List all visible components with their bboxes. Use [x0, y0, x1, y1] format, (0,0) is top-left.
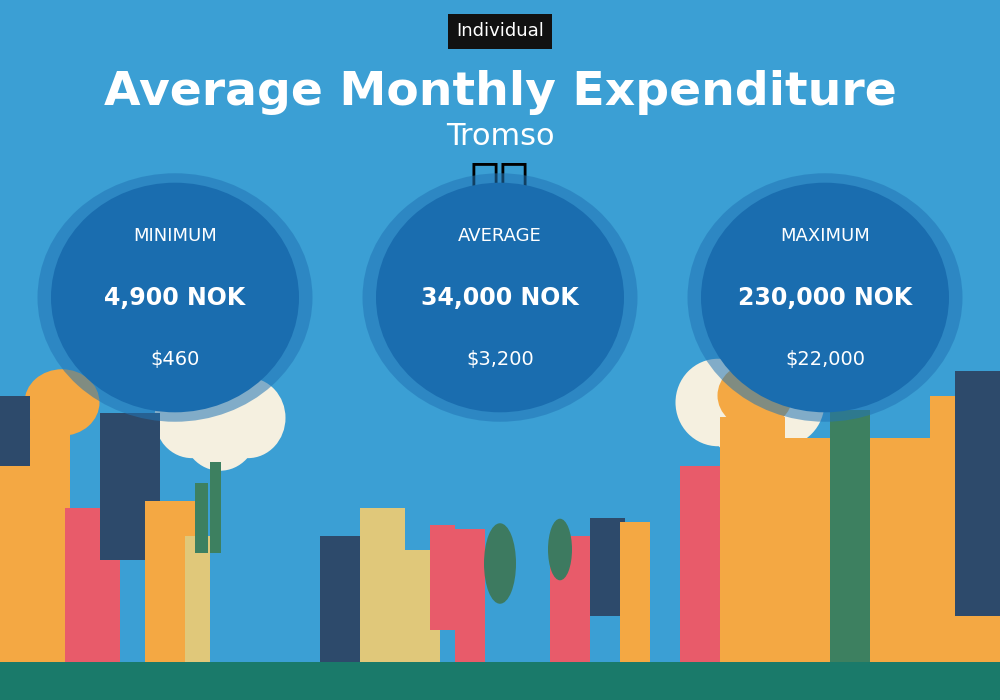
Text: 34,000 NOK: 34,000 NOK [421, 286, 579, 309]
Bar [0, 466, 70, 662]
Text: MAXIMUM: MAXIMUM [780, 227, 870, 245]
Text: 230,000 NOK: 230,000 NOK [738, 286, 912, 309]
Ellipse shape [38, 174, 312, 421]
Bar [680, 466, 720, 662]
Bar [0, 662, 1000, 700]
Bar [455, 528, 485, 662]
Bar [0, 395, 30, 662]
Ellipse shape [362, 174, 638, 421]
Ellipse shape [740, 358, 824, 447]
Ellipse shape [688, 174, 962, 421]
Text: Average Monthly Expenditure: Average Monthly Expenditure [104, 70, 896, 115]
Bar [870, 438, 930, 662]
Ellipse shape [718, 363, 792, 428]
Ellipse shape [154, 378, 230, 458]
Bar [100, 413, 160, 560]
Text: 🇳🇴: 🇳🇴 [470, 160, 530, 207]
Text: Individual: Individual [456, 22, 544, 41]
Bar [320, 536, 360, 662]
Text: 4,900 NOK: 4,900 NOK [104, 286, 246, 309]
Ellipse shape [182, 391, 258, 470]
Text: $460: $460 [150, 349, 200, 369]
Ellipse shape [548, 519, 572, 580]
Bar [720, 416, 785, 662]
Bar [955, 371, 1000, 616]
Text: Tromso: Tromso [446, 122, 554, 151]
Bar [620, 522, 650, 662]
Bar [185, 536, 210, 662]
Bar [30, 420, 70, 609]
Bar [930, 395, 1000, 662]
Bar [360, 508, 405, 662]
Bar [830, 410, 870, 662]
Ellipse shape [210, 378, 286, 458]
Ellipse shape [24, 370, 100, 435]
Bar [775, 438, 835, 662]
Ellipse shape [708, 372, 792, 461]
Ellipse shape [701, 183, 949, 412]
Ellipse shape [51, 183, 299, 412]
Ellipse shape [182, 368, 258, 448]
Text: MINIMUM: MINIMUM [133, 227, 217, 245]
Bar [65, 508, 120, 662]
Ellipse shape [708, 348, 792, 435]
Bar [145, 500, 195, 662]
Text: AVERAGE: AVERAGE [458, 227, 542, 245]
Bar [400, 550, 440, 662]
Ellipse shape [676, 358, 761, 447]
Text: $3,200: $3,200 [466, 349, 534, 369]
Bar [430, 525, 455, 630]
Ellipse shape [484, 524, 516, 603]
Text: $22,000: $22,000 [785, 349, 865, 369]
Bar [195, 483, 208, 553]
Ellipse shape [376, 183, 624, 412]
Bar [550, 536, 590, 662]
Bar [590, 518, 625, 616]
Bar [210, 462, 221, 553]
